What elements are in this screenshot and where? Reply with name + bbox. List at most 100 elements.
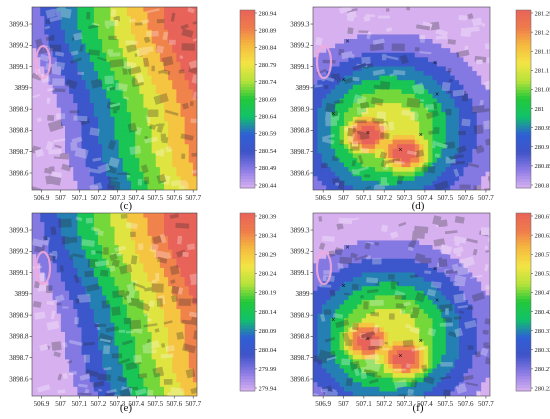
heatmap-cell xyxy=(180,135,186,141)
heatmap-cell xyxy=(159,331,165,338)
building-block xyxy=(143,36,151,44)
heatmap-cell xyxy=(77,39,83,45)
heatmap-cell xyxy=(36,25,41,31)
heatmap-cell xyxy=(459,121,465,127)
building-block xyxy=(192,91,197,100)
heatmap-cell xyxy=(89,272,95,278)
heatmap-cell xyxy=(330,61,336,68)
heatmap-cell xyxy=(32,162,37,168)
heatmap-cell xyxy=(176,327,182,333)
marker-x: × xyxy=(435,92,439,99)
heatmap-cell xyxy=(343,185,349,190)
heatmap-cell xyxy=(317,66,323,72)
colorbar-segment xyxy=(516,63,531,67)
heatmap-cell xyxy=(85,180,91,187)
building-block xyxy=(89,168,101,174)
heatmap-cell xyxy=(102,213,107,219)
heatmap-cell xyxy=(65,231,70,237)
heatmap-cell xyxy=(361,112,367,118)
heatmap-cell xyxy=(143,313,149,319)
heatmap-cell xyxy=(93,71,99,77)
heatmap-cell xyxy=(366,80,372,86)
heatmap-cell xyxy=(126,240,132,246)
heatmap-cell xyxy=(56,249,62,255)
heatmap-cell xyxy=(397,61,403,68)
heatmap-cell xyxy=(60,331,66,338)
heatmap-cell xyxy=(172,25,177,31)
heatmap-cell xyxy=(388,43,394,49)
heatmap-cell xyxy=(188,213,194,219)
heatmap-cell xyxy=(176,48,182,54)
heatmap-cell xyxy=(454,66,460,72)
x-tick-label: 507.2 xyxy=(376,194,392,202)
heatmap-cell xyxy=(164,222,169,228)
heatmap-cell xyxy=(122,125,128,132)
building-block xyxy=(484,136,490,146)
heatmap-cell xyxy=(85,52,91,58)
heatmap-cell xyxy=(428,93,434,100)
heatmap-cell xyxy=(89,277,95,283)
heatmap-cell xyxy=(352,29,358,36)
heatmap-cell xyxy=(106,66,111,72)
heatmap-cell xyxy=(126,226,132,232)
heatmap-cell xyxy=(176,235,182,242)
heatmap-cell xyxy=(180,249,186,255)
heatmap-cell xyxy=(450,121,456,127)
heatmap-cell xyxy=(131,313,136,319)
heatmap-cell xyxy=(126,75,132,81)
heatmap-cell xyxy=(69,48,74,54)
colorbar-segment xyxy=(516,42,531,47)
heatmap-cell xyxy=(450,148,456,154)
heatmap-cell xyxy=(405,16,411,22)
heatmap-cell xyxy=(321,107,327,113)
heatmap-cell xyxy=(330,107,336,113)
building-block xyxy=(165,145,173,153)
heatmap-cell xyxy=(317,148,323,154)
heatmap-cell xyxy=(180,286,186,292)
heatmap-cell xyxy=(441,93,447,100)
heatmap-cell xyxy=(441,148,447,154)
heatmap-cell xyxy=(65,34,70,40)
heatmap-cell xyxy=(326,176,332,182)
heatmap-cell xyxy=(432,39,438,45)
colorbar-segment xyxy=(516,54,531,58)
heatmap-cell xyxy=(192,121,197,127)
building-block xyxy=(338,48,345,56)
heatmap-cell xyxy=(467,148,473,154)
heatmap-cell xyxy=(463,135,469,141)
heatmap-cell xyxy=(93,148,99,154)
heatmap-cell xyxy=(348,93,354,100)
heatmap-cell xyxy=(44,130,50,136)
heatmap-cell xyxy=(392,153,398,159)
heatmap-cell xyxy=(410,121,416,127)
heatmap-cell xyxy=(159,167,165,173)
heatmap-cell xyxy=(106,222,111,228)
heatmap-cell xyxy=(401,48,407,54)
heatmap-cell xyxy=(48,318,54,324)
heatmap-cell xyxy=(159,295,165,301)
heatmap-cell xyxy=(114,139,120,145)
heatmap-cell xyxy=(81,313,87,319)
heatmap-cell xyxy=(98,267,103,274)
heatmap-cell xyxy=(343,89,349,95)
heatmap-cell xyxy=(81,286,87,292)
heatmap-cell xyxy=(89,281,95,287)
heatmap-cell xyxy=(143,267,149,274)
heatmap-cell xyxy=(343,84,349,90)
heatmap-cell xyxy=(85,171,91,177)
heatmap-cell xyxy=(139,80,144,86)
heatmap-cell xyxy=(428,171,434,177)
heatmap-cell xyxy=(339,167,345,173)
heatmap-cell xyxy=(401,121,407,127)
heatmap-cell xyxy=(164,299,169,306)
heatmap-cell xyxy=(110,157,116,164)
building-block xyxy=(164,109,179,116)
x-tick-label: 507.7 xyxy=(478,194,494,202)
heatmap-cell xyxy=(60,61,66,68)
heatmap-cell xyxy=(151,25,157,31)
heatmap-cell xyxy=(147,313,153,319)
heatmap-cell xyxy=(172,222,177,228)
heatmap-cell xyxy=(52,167,58,173)
heatmap-cell xyxy=(147,267,153,274)
heatmap-cell xyxy=(48,25,54,31)
